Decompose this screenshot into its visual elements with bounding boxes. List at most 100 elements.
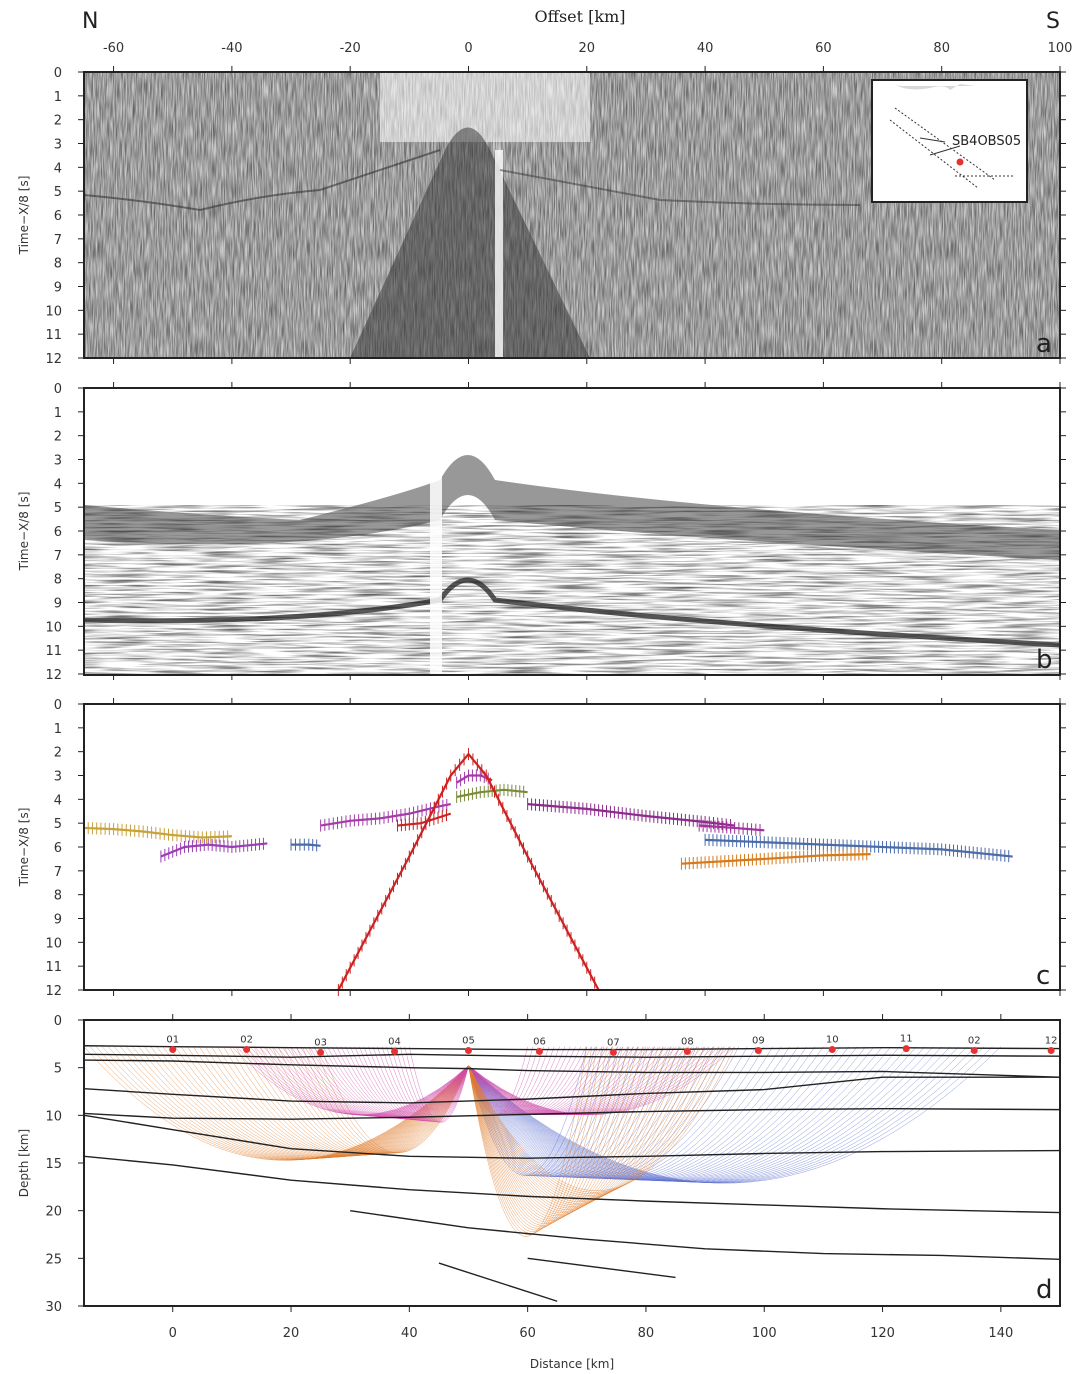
obs-station-label: 04 — [388, 1036, 401, 1047]
distance-tick-label: 120 — [870, 1326, 895, 1341]
offset-tick-label: 60 — [815, 41, 832, 56]
layer-boundary-2 — [83, 1059, 1061, 1078]
obs-station-label: 12 — [1045, 1036, 1058, 1047]
ray-path — [468, 1046, 942, 1183]
y-tick-label: 3 — [54, 454, 62, 469]
obs-station-label: 02 — [968, 1036, 981, 1047]
panel-b-synthetic-section: b — [83, 387, 1061, 676]
y-tick-label: 4 — [54, 477, 62, 492]
y-tick-label: 11 — [45, 960, 62, 975]
panel-d-letter: d — [1036, 1275, 1053, 1305]
panel-b-moho-reflection — [83, 577, 1061, 648]
y-tick-label: 1 — [54, 90, 62, 105]
obs-station-label: 07 — [607, 1037, 620, 1048]
ray-path — [126, 1046, 469, 1160]
y-tick-label: 3 — [54, 138, 62, 153]
ray-path — [229, 1046, 469, 1156]
obs-station-marker — [754, 1047, 762, 1055]
obs-station-label: 08 — [681, 1036, 694, 1047]
panel-a-reflection-right — [499, 169, 861, 206]
y-tick-label: 9 — [54, 913, 62, 928]
panel-d-stations: 01 02 03 04 05 06 07 08 09 10 11 02 12 — [166, 1034, 1057, 1056]
y-tick-label: 5 — [54, 501, 62, 516]
distance-tick-label: 20 — [283, 1326, 300, 1341]
obs-station-marker — [1047, 1047, 1055, 1055]
layer-boundary-7 — [350, 1209, 1061, 1260]
ray-path — [217, 1046, 469, 1157]
panel-d-velocity-model: 01 02 03 04 05 06 07 08 09 10 11 02 12 d — [83, 1019, 1061, 1307]
layer-boundary-4 — [83, 1107, 1061, 1120]
offset-tick-label: 20 — [579, 41, 596, 56]
panel-a-center-gap — [495, 150, 503, 358]
y-tick-label: 5 — [54, 817, 62, 832]
y-tick-label: 5 — [54, 185, 62, 200]
y-tick-label: 4 — [54, 793, 62, 808]
inset-cross-line-2 — [929, 145, 961, 156]
layer-boundary-3 — [83, 1076, 1060, 1104]
obs-station-label: 10 — [826, 1035, 839, 1046]
y-tick-label: 8 — [54, 889, 62, 904]
y-tick-label: 6 — [54, 841, 62, 856]
offset-axis-title: Offset [km] — [534, 7, 625, 26]
south-label: S — [1046, 9, 1060, 34]
inset-station-label: SB4OBS05 — [952, 134, 1021, 149]
panel-d-xlabel: Distance [km] — [530, 1357, 614, 1371]
obs-station-label: 03 — [314, 1037, 327, 1048]
offset-tick-label: 40 — [697, 41, 714, 56]
picked-series-0 — [83, 826, 232, 839]
panel-a-direct-arrival — [350, 127, 590, 358]
offset-tick-label: 80 — [933, 41, 950, 56]
depth-tick-label: 15 — [45, 1157, 62, 1172]
y-tick-label: 11 — [45, 328, 62, 343]
distance-tick-label: 80 — [638, 1326, 655, 1341]
obs-station-marker — [828, 1046, 836, 1054]
panel-c-letter: c — [1036, 961, 1050, 991]
y-tick-label: 0 — [54, 382, 62, 397]
panel-c-travel-times: c — [83, 703, 1061, 996]
panel-d-layer-boundaries — [83, 1045, 1061, 1302]
offset-tick-label: 100 — [1048, 41, 1073, 56]
ray-path — [468, 1046, 934, 1183]
y-tick-label: 8 — [54, 257, 62, 272]
y-tick-label: 10 — [45, 304, 62, 319]
ray-path — [468, 1046, 993, 1184]
y-tick-label: 7 — [54, 233, 62, 248]
panel-d-ylabel: Depth [km] — [17, 1129, 31, 1197]
inset-coastline — [895, 84, 975, 90]
y-tick-label: 3 — [54, 770, 62, 785]
distance-tick-label: 140 — [988, 1326, 1013, 1341]
y-tick-label: 10 — [45, 936, 62, 951]
ray-path — [468, 1046, 985, 1183]
obs-station-label: 01 — [166, 1035, 179, 1046]
ray-path — [468, 1046, 968, 1183]
panel-b-center-gap — [430, 450, 442, 675]
offset-tick-label: -20 — [340, 41, 361, 56]
panel-a-reflection — [83, 149, 441, 212]
obs-station-label: 09 — [752, 1036, 765, 1047]
inset-frame — [871, 79, 1028, 203]
ray-path — [211, 1046, 469, 1157]
ray-path — [468, 1046, 959, 1183]
panel-c-series-group — [83, 748, 1013, 996]
panel-a-recorded-section: SB4OBS05 a — [83, 71, 1061, 359]
inset-station-marker — [956, 158, 964, 166]
layer-boundary-5 — [83, 1114, 1061, 1159]
y-tick-label: 10 — [45, 620, 62, 635]
y-tick-label: 7 — [54, 549, 62, 564]
inset-cross-line — [919, 137, 946, 143]
y-tick-label: 8 — [54, 573, 62, 588]
layer-boundary-0 — [83, 1045, 1061, 1051]
y-tick-label: 1 — [54, 406, 62, 421]
obs-station-marker — [169, 1046, 177, 1054]
picked-series-3 — [320, 803, 451, 827]
obs-station-marker — [243, 1046, 251, 1054]
layer-boundary-8 — [527, 1257, 676, 1279]
offset-tick-label: -60 — [103, 41, 124, 56]
ray-path — [468, 1046, 925, 1183]
inset-profile-line-1 — [894, 107, 996, 181]
y-tick-label: 7 — [54, 865, 62, 880]
obs-station-label: 02 — [240, 1035, 253, 1046]
y-tick-label: 12 — [45, 984, 62, 999]
obs-station-marker — [535, 1047, 543, 1055]
